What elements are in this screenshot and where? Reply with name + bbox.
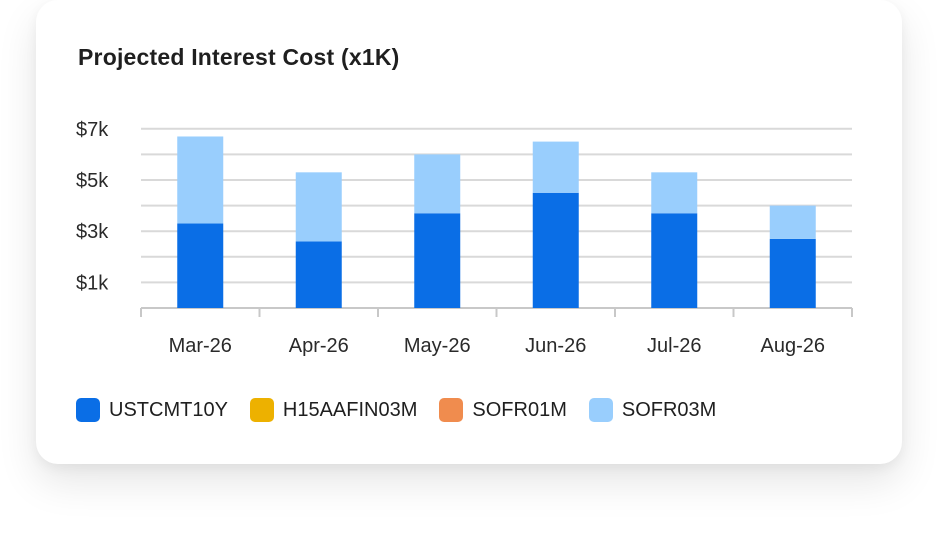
x-tick-label: Jul-26 (647, 335, 701, 357)
chart-title: Projected Interest Cost (x1K) (78, 44, 400, 70)
stacked-bar-chart: $1k $3k $5k $7k Mar-26 Apr-26 May-26 Jun-26 Jul-… (76, 119, 853, 357)
legend-label: USTCMT10Y (109, 398, 228, 421)
legend-swatch (249, 398, 274, 422)
y-tick-label: $1k (76, 272, 109, 294)
legend-item-sofr01m[interactable]: SOFR01M (439, 398, 567, 422)
legend-label: SOFR03M (621, 398, 717, 421)
bar-ustcmt10y-may-26 (414, 213, 461, 308)
bar-ustcmt10y-mar-26 (177, 223, 224, 308)
bar-sofr03m-jul-26 (651, 172, 698, 214)
chart-legend: USTCMT10Y H15AAFIN03M SOFR01M SOFR03M (76, 398, 738, 422)
bar-sofr03m-jun-26 (532, 141, 579, 193)
bar-sofr03m-aug-26 (769, 205, 816, 239)
x-tick-label: Jun-26 (525, 335, 586, 357)
bar-sofr03m-may-26 (414, 154, 461, 214)
bar-ustcmt10y-jun-26 (532, 192, 579, 308)
chart-card: Projected Interest Cost (x1K) $1k $3k $5k $… (36, 0, 902, 464)
bar-ustcmt10y-jul-26 (651, 213, 698, 308)
y-tick-label: $5k (76, 170, 109, 192)
legend-swatch (588, 398, 613, 422)
bar-ustcmt10y-apr-26 (295, 241, 342, 308)
x-tick-label: Mar-26 (169, 335, 232, 357)
bar-ustcmt10y-aug-26 (769, 238, 816, 308)
legend-swatch (439, 398, 464, 422)
y-tick-label: $7k (76, 119, 109, 141)
bar-sofr03m-apr-26 (295, 172, 342, 242)
x-tick-label: Apr-26 (289, 335, 349, 357)
bar-sofr03m-mar-26 (177, 136, 224, 224)
legend-item-ustcmt10y[interactable]: USTCMT10Y (76, 398, 228, 422)
y-tick-label: $3k (76, 221, 109, 243)
x-tick-label: Aug-26 (761, 335, 826, 357)
x-tick-label: May-26 (404, 335, 471, 357)
legend-item-sofr03m[interactable]: SOFR03M (588, 398, 717, 422)
legend-item-h15aafin03m[interactable]: H15AAFIN03M (249, 398, 418, 422)
legend-label: H15AAFIN03M (282, 398, 418, 421)
legend-label: SOFR01M (472, 398, 567, 421)
legend-swatch (76, 398, 100, 422)
